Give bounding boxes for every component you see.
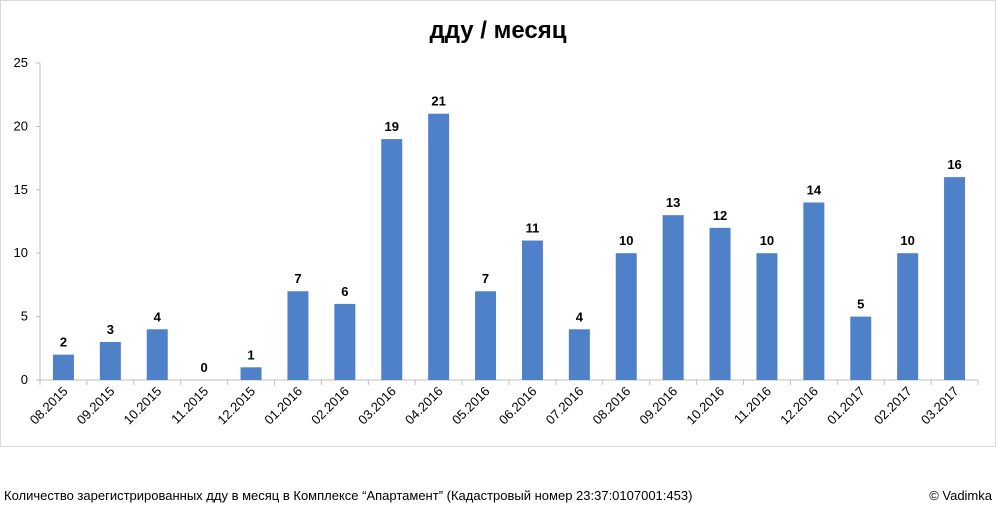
chart-title: дду / месяц — [429, 17, 566, 44]
x-tick-label: 10.2015 — [121, 384, 165, 428]
data-label: 3 — [107, 322, 114, 337]
x-tick-label: 07.2016 — [543, 384, 587, 428]
bar — [381, 139, 403, 380]
x-tick-label: 08.2015 — [27, 384, 71, 428]
data-label: 10 — [619, 233, 633, 248]
data-label: 12 — [713, 208, 727, 223]
chart-caption: Количество зарегистрированных дду в меся… — [4, 488, 693, 503]
data-label: 2 — [60, 335, 67, 350]
bars-group — [52, 113, 966, 380]
bar — [99, 341, 121, 380]
data-label: 19 — [385, 119, 399, 134]
data-label: 0 — [201, 360, 208, 375]
x-tick-label: 09.2015 — [74, 384, 118, 428]
bar — [334, 303, 356, 380]
data-label: 10 — [760, 233, 774, 248]
bar — [803, 202, 825, 380]
x-tick-labels: 08.2015 09.2015 10.2015 11.2015 12.2015 01.20… — [27, 384, 962, 428]
x-tick-label: 10.2016 — [683, 384, 727, 428]
data-label: 16 — [947, 157, 961, 172]
data-label: 11 — [526, 221, 540, 236]
bar — [709, 227, 731, 380]
x-tick-label: 03.2017 — [918, 384, 962, 428]
bar — [615, 253, 637, 380]
data-label: 10 — [900, 233, 914, 248]
copyright-text: © Vadimka — [929, 488, 992, 503]
data-label: 14 — [807, 182, 822, 197]
data-labels-group: 2 3 4 0 1 7 6 19 21 7 11 4 10 13 12 10 14 5 10 16 — [60, 94, 962, 375]
bar-chart: дду / месяц 2 3 4 0 1 7 6 19 21 7 11 4 10 13 12 10 14 5 10… — [14, 17, 979, 428]
x-tick-label: 06.2016 — [496, 384, 540, 428]
data-label: 13 — [666, 195, 680, 210]
y-tick-labels: 0 5 10 15 20 25 — [14, 55, 28, 387]
y-tick-label: 20 — [14, 118, 28, 133]
bar — [240, 367, 262, 380]
axes — [36, 62, 979, 385]
x-tick-label: 09.2016 — [636, 384, 680, 428]
x-tick-label: 05.2016 — [449, 384, 493, 428]
chart-frame — [0, 0, 996, 447]
data-label: 21 — [431, 94, 445, 109]
x-tick-label: 11.2015 — [168, 384, 211, 427]
y-tick-label: 15 — [14, 182, 28, 197]
x-tick-label: 01.2016 — [261, 384, 305, 428]
x-tick-label: 12.2015 — [214, 384, 258, 428]
x-tick-label: 01.2017 — [824, 384, 868, 428]
data-label: 7 — [482, 271, 489, 286]
bar — [287, 291, 309, 380]
x-tick-label: 04.2016 — [402, 384, 446, 428]
bar — [521, 240, 543, 380]
bar — [850, 316, 872, 380]
bar — [944, 177, 966, 380]
x-tick-label: 02.2017 — [871, 384, 915, 428]
bar — [897, 253, 919, 380]
x-tick-label: 03.2016 — [355, 384, 399, 428]
bar — [475, 291, 497, 380]
y-tick-label: 5 — [21, 309, 28, 324]
x-tick-label: 08.2016 — [590, 384, 634, 428]
bar — [662, 215, 684, 380]
data-label: 4 — [576, 309, 584, 324]
y-tick-label: 10 — [14, 245, 28, 260]
data-label: 1 — [247, 347, 254, 362]
data-label: 6 — [341, 284, 348, 299]
bar — [52, 354, 74, 380]
bar — [146, 329, 168, 380]
y-tick-label: 25 — [14, 55, 28, 70]
x-tick-label: 12.2016 — [777, 384, 821, 428]
bar — [568, 329, 590, 380]
data-label: 5 — [857, 297, 864, 312]
data-label: 7 — [294, 271, 301, 286]
x-tick-label: 02.2016 — [308, 384, 352, 428]
bar — [756, 253, 778, 380]
x-tick-label: 11.2016 — [731, 384, 774, 427]
bar — [428, 113, 450, 380]
data-label: 4 — [154, 309, 162, 324]
y-tick-label: 0 — [21, 372, 28, 387]
